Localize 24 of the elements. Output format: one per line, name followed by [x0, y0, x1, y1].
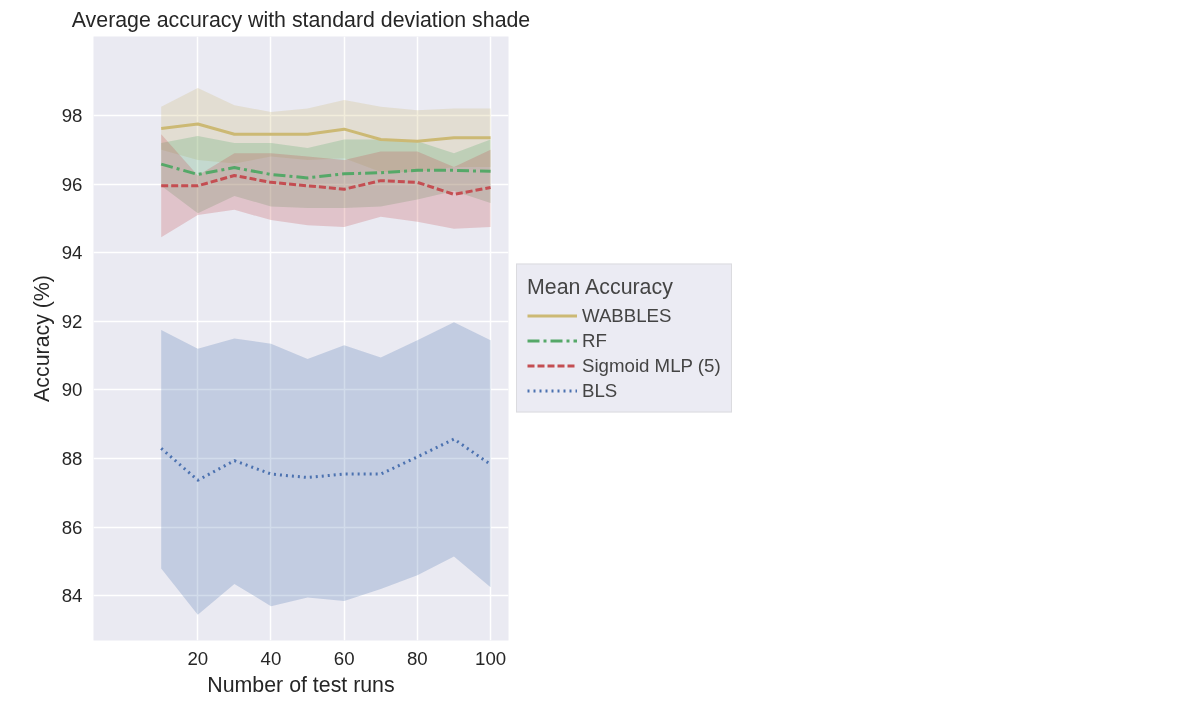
y-tick-label: 98 — [61, 104, 83, 126]
legend-label: Sigmoid MLP (5) — [582, 354, 721, 377]
legend-label: WABBLES — [582, 304, 672, 327]
y-tick-label: 96 — [61, 173, 83, 195]
y-tick-label: 92 — [61, 310, 83, 332]
legend-title: Mean Accuracy — [527, 274, 674, 300]
x-axis-title: Number of test runs — [207, 672, 395, 697]
x-tick-label: 100 — [475, 647, 507, 669]
y-tick-label: 94 — [61, 242, 83, 264]
y-tick-label: 86 — [61, 516, 83, 538]
y-tick-label: 84 — [61, 585, 83, 607]
x-tick-label: 40 — [260, 647, 282, 669]
line-series — [159, 122, 493, 143]
y-tick-label: 88 — [61, 448, 83, 470]
x-tick-label: 20 — [187, 647, 209, 669]
chart-title: Average accuracy with standard deviation shade — [71, 7, 531, 32]
y-axis-title: Accuracy (%) — [29, 275, 54, 402]
line-series — [159, 162, 493, 180]
legend-label: BLS — [582, 379, 618, 402]
x-tick-label: 80 — [407, 647, 428, 669]
line-series — [159, 173, 493, 196]
legend-label: RF — [582, 329, 607, 352]
y-tick-label: 90 — [61, 379, 83, 401]
x-tick-label: 60 — [333, 647, 355, 669]
